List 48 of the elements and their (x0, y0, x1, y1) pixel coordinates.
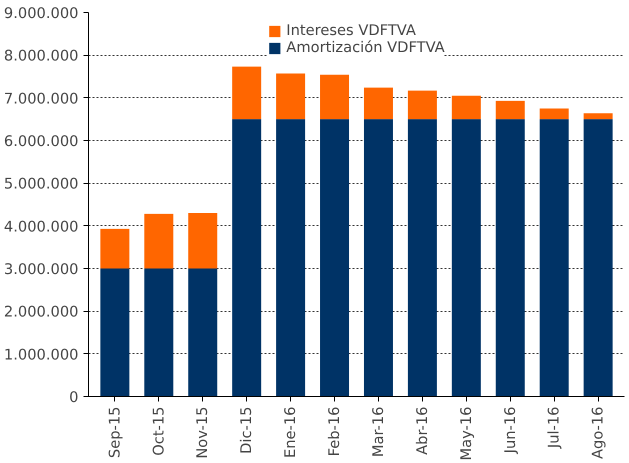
bar (452, 119, 481, 396)
x-tick-label: Jun-16 (502, 406, 519, 454)
bar (496, 119, 525, 396)
y-tick-label: 8.000.000 (4, 48, 79, 65)
y-tick-label: 2.000.000 (4, 304, 79, 321)
bar (320, 74, 350, 120)
x-tick-label: Oct-15 (150, 406, 168, 456)
bar (100, 228, 130, 268)
bar (144, 214, 174, 268)
bar (232, 119, 262, 396)
x-tick-label: Mar-16 (370, 406, 387, 458)
x-tick-label: Dic-15 (238, 406, 256, 454)
bar (276, 74, 306, 120)
y-tick-label: 6.000.000 (4, 133, 79, 150)
y-tick-label: 0 (69, 389, 79, 406)
bar (408, 119, 437, 396)
bar (496, 100, 525, 120)
bar (408, 90, 437, 120)
y-tick-label: 1.000.000 (4, 346, 79, 364)
y-tick-label: 3.000.000 (4, 261, 79, 278)
y-tick-label: 9.000.000 (4, 5, 79, 22)
x-tick-label: Ene-16 (282, 406, 300, 458)
y-tick-label: 5.000.000 (4, 176, 79, 193)
legend-label: Intereses VDFTVA (286, 22, 416, 39)
bar (188, 268, 218, 396)
x-tick-label: Jul-16 (546, 406, 563, 450)
x-tick-label: Abr-16 (414, 406, 431, 455)
bar (232, 66, 262, 120)
bar (364, 88, 393, 120)
x-tick-label: Nov-15 (194, 406, 212, 459)
bar (540, 108, 569, 120)
x-tick-label: Feb-16 (326, 406, 344, 456)
bar (540, 119, 569, 396)
y-tick-label: 4.000.000 (4, 218, 79, 236)
x-tick-label: Ago-16 (590, 406, 607, 460)
bar (100, 268, 130, 396)
bar (276, 119, 306, 396)
bar (320, 119, 350, 396)
bar (584, 119, 613, 396)
x-tick-label: May-16 (458, 406, 475, 460)
bar (188, 213, 218, 268)
bar (584, 113, 613, 120)
bar (452, 96, 481, 120)
bar (144, 268, 174, 396)
x-tick-label: Sep-15 (106, 406, 124, 458)
y-tick-label: 7.000.000 (4, 90, 79, 108)
legend-label: Amortización VDFTVA (286, 39, 445, 56)
bar (364, 119, 393, 396)
